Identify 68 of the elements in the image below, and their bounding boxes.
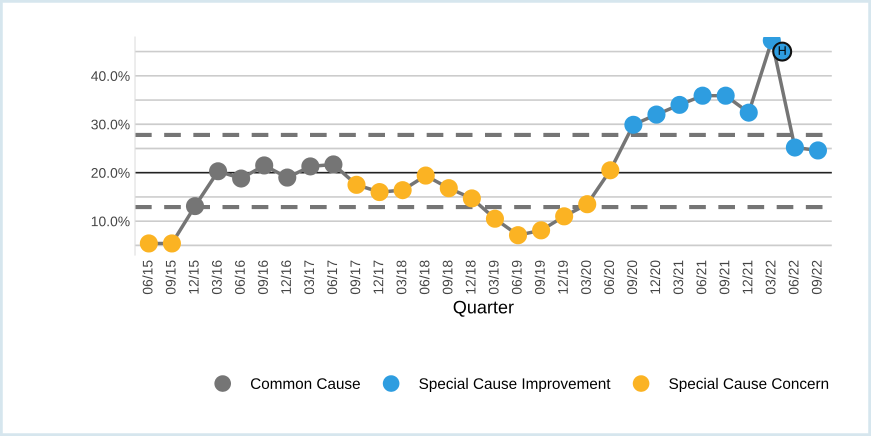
point (324, 155, 342, 174)
point (694, 86, 712, 105)
point (440, 179, 458, 198)
legend-label: Special Cause Concern (669, 378, 828, 392)
point (601, 161, 620, 180)
point (486, 210, 504, 228)
y-tick-label: 40.0% (91, 71, 130, 81)
point (301, 157, 320, 176)
x-tick-label: 03/18 (396, 260, 406, 294)
y-tick-label: 20.0% (91, 168, 130, 178)
point (209, 162, 228, 180)
point (370, 183, 389, 202)
y-tick-label: 30.0% (91, 120, 130, 130)
x-tick-label: 09/22 (811, 260, 822, 294)
x-tick-label: 06/15 (142, 260, 153, 294)
x-tick-label: 09/20 (626, 260, 638, 294)
point (532, 221, 550, 240)
point (740, 104, 758, 122)
x-axis-title: Quarter (454, 300, 514, 317)
x-tick-label: 09/16 (258, 260, 268, 294)
point (416, 166, 435, 185)
x-tick-label: 12/15 (188, 260, 199, 294)
point (140, 234, 158, 252)
x-tick-label: 06/16 (234, 260, 245, 294)
point (278, 168, 296, 187)
annotation: H (778, 46, 786, 55)
x-tick-label: 06/22 (788, 260, 799, 294)
legend-label: Common Cause (250, 378, 360, 390)
x-tick-label: 09/18 (442, 260, 453, 294)
x-tick-label: 12/18 (465, 260, 476, 294)
x-tick-label: 03/21 (673, 260, 684, 294)
x-tick-label: 12/21 (742, 260, 752, 294)
x-tick-label: 09/19 (534, 260, 545, 294)
point (670, 96, 689, 114)
point (624, 116, 642, 134)
point (162, 234, 181, 252)
point (578, 195, 596, 214)
x-tick-label: 12/19 (558, 260, 568, 294)
x-tick-label: 03/22 (765, 260, 776, 294)
point (394, 181, 412, 200)
x-tick-label: 06/21 (696, 260, 706, 294)
point (347, 176, 366, 194)
point (508, 226, 528, 244)
x-tick-label: 03/17 (304, 260, 314, 294)
point (808, 141, 828, 160)
x-tick-label: 06/17 (326, 260, 338, 294)
point (186, 197, 204, 216)
point (555, 207, 574, 226)
legend-label: Special Cause Improvement (419, 378, 610, 392)
x-tick-label: 03/20 (580, 260, 591, 294)
x-tick-label: 06/20 (604, 260, 614, 294)
x-tick-label: 03/16 (212, 260, 222, 294)
x-tick-label: 06/19 (512, 260, 522, 294)
x-tick-label: 12/16 (280, 260, 292, 294)
x-tick-label: 12/20 (650, 260, 660, 294)
point (232, 169, 250, 188)
point (716, 86, 735, 105)
point (462, 189, 481, 208)
x-tick-label: 03/19 (488, 260, 499, 294)
point (786, 138, 804, 157)
y-tick-label: 10.0% (92, 216, 130, 226)
point (647, 106, 666, 124)
x-tick-label: 09/17 (350, 260, 360, 294)
x-tick-label: 06/18 (419, 260, 430, 294)
x-tick-label: 09/15 (165, 260, 176, 294)
x-tick-label: 12/17 (373, 260, 384, 294)
x-tick-label: 09/21 (719, 260, 730, 294)
point (255, 156, 274, 174)
